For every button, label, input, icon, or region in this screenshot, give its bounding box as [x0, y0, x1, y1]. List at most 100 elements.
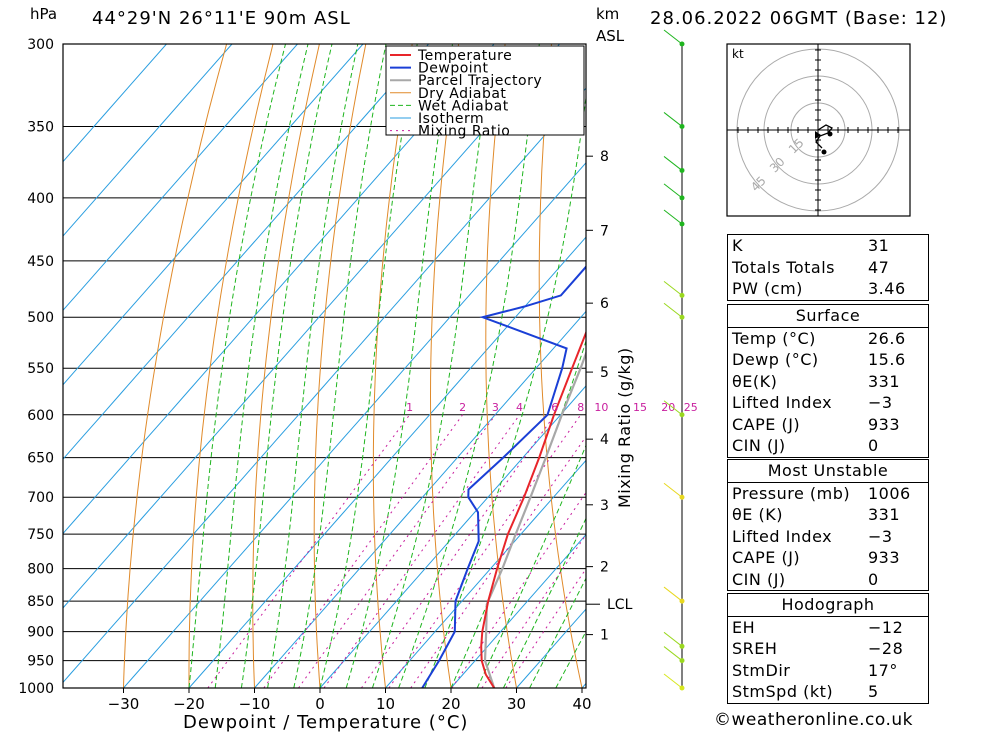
- x-axis-title: Dewpoint / Temperature (°C): [183, 712, 468, 733]
- wet-adiabat-line: [476, 444, 586, 688]
- km-tick-label: 5: [600, 365, 609, 381]
- mixing-ratio-label: 15: [633, 401, 647, 414]
- hodograph-title: Hodograph: [728, 594, 928, 617]
- surface-title: Surface: [728, 305, 928, 328]
- x-tick-label: −10: [239, 695, 271, 713]
- dry-adiabat-line: [641, 44, 713, 688]
- dewpoint-line: [421, 265, 586, 688]
- km-tick-label: 1: [600, 628, 609, 644]
- pressure-tick-label: 500: [27, 310, 54, 326]
- isotherm-line: [516, 608, 586, 688]
- wind-barb: [663, 482, 683, 498]
- mixing-ratio-line: [360, 414, 556, 688]
- mixing-ratio-label: 2: [459, 401, 466, 414]
- legend-entry: Dewpoint: [418, 61, 489, 77]
- wind-barb: [663, 400, 683, 416]
- hodograph-storm-motion: [827, 131, 833, 137]
- plot-frame: [62, 43, 587, 689]
- legend-box: [385, 45, 585, 136]
- wind-barb: [663, 673, 683, 689]
- hpa-label: hPa: [30, 5, 57, 23]
- pressure-tick-label: 900: [27, 625, 54, 641]
- legend-entry: Parcel Trajectory: [418, 73, 542, 89]
- pressure-tick-label: 1000: [18, 681, 54, 697]
- surface-row: θE(K) 331: [732, 371, 901, 391]
- dry-adiabat-line: [429, 44, 460, 688]
- legend-entry: Temperature: [417, 48, 512, 64]
- isotherm-line: [63, 44, 560, 609]
- x-tick-label: 40: [572, 695, 591, 713]
- mixing-ratio-axis-title: Mixing Ratio (g/kg): [615, 347, 634, 508]
- x-tick-label: 30: [507, 695, 526, 713]
- most-unstable-row: CIN (J) 0: [732, 569, 879, 589]
- isotherm-line: [123, 161, 586, 688]
- station-title: 44°29'N 26°11'E 90m ASL: [92, 8, 351, 29]
- axis-labels: 3003504004505005506006507007508008509009…: [18, 37, 591, 713]
- isotherm-line: [63, 44, 429, 460]
- isotherm-line: [63, 44, 298, 312]
- pressure-tick-label: 750: [27, 527, 54, 543]
- mixing-ratio-line: [481, 533, 586, 688]
- mixing-ratio-line: [207, 414, 411, 688]
- hodograph-row: StmSpd (kt) 5: [732, 682, 879, 701]
- mixing-ratio-label: 8: [577, 401, 584, 414]
- wind-barb: [663, 112, 683, 127]
- wind-barb: [663, 29, 683, 45]
- dry-adiabat-line: [252, 44, 320, 688]
- surface-row: CIN (J) 0: [732, 436, 879, 455]
- hodograph-table: Hodograph EH −12 SREH −28 StmDir 17° StmSpd…: [727, 593, 929, 704]
- x-tick-label: 10: [376, 695, 395, 713]
- legend-entry: Isotherm: [418, 111, 484, 127]
- surface-row: Temp (°C) 26.6: [732, 328, 906, 348]
- hodograph-row: StmDir 17°: [732, 660, 898, 680]
- mixing-ratio-label: 1: [406, 401, 413, 414]
- wind-barb: [663, 646, 683, 661]
- pressure-tick-label: 450: [27, 254, 54, 270]
- isotherm-line: [450, 533, 586, 688]
- x-tick-label: 20: [441, 695, 460, 713]
- hodograph-row: EH −12: [732, 617, 904, 637]
- dry-adiabat-line: [538, 44, 583, 688]
- km-label: km: [596, 5, 619, 23]
- wet-adiabat-line: [502, 517, 586, 688]
- km-axis: 1 2 3 4 5 6 7 8 LCL: [586, 149, 633, 644]
- km-tick-label: 8: [600, 149, 609, 165]
- wind-barb: [663, 586, 683, 602]
- pressure-tick-label: 400: [27, 191, 54, 207]
- hodograph-unit-label: kt: [732, 47, 744, 61]
- wet-adiabat-line: [424, 94, 586, 688]
- wind-barb: [663, 631, 683, 647]
- x-tick-label: −20: [173, 695, 205, 713]
- pressure-tick-label: 800: [27, 562, 54, 578]
- wet-adiabat-line: [267, 44, 359, 688]
- parcel-trajectory-line: [483, 350, 586, 688]
- mixing-ratio-label: 10: [594, 401, 608, 414]
- pressure-tick-label: 550: [27, 361, 54, 377]
- mixing-ratio-label: 4: [516, 401, 523, 414]
- wind-barb: [663, 209, 683, 225]
- wet-adiabat-line: [398, 44, 540, 688]
- mixing-ratio-label: 25: [684, 401, 698, 414]
- wind-barbs: [663, 29, 685, 691]
- pressure-tick-label: 300: [27, 37, 54, 53]
- most-unstable-title: Most Unstable: [728, 460, 928, 483]
- km-tick-label: 2: [600, 560, 609, 576]
- surface-row: CAPE (J) 933: [732, 414, 901, 434]
- dry-adiabat-line: [188, 44, 274, 688]
- hodograph-point: [821, 149, 827, 155]
- mixing-ratio-line: [410, 435, 586, 688]
- dry-adiabat-line: [923, 44, 1000, 688]
- wind-barb: [663, 281, 683, 296]
- hodograph-marker: [815, 131, 821, 139]
- wet-adiabat-line: [214, 44, 309, 688]
- km-tick-label: 6: [600, 296, 609, 312]
- isotherm-line: [319, 385, 586, 688]
- most-unstable-row: CAPE (J) 933: [732, 548, 901, 567]
- surface-row: Dewp (°C) 15.6: [732, 350, 906, 369]
- mixing-ratio-label: 6: [551, 401, 558, 414]
- dry-adiabat-line: [313, 44, 367, 688]
- legend-entry: Mixing Ratio: [418, 124, 510, 140]
